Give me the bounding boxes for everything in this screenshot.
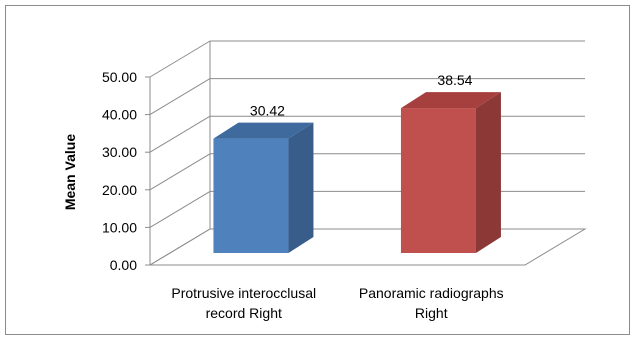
bars bbox=[213, 92, 501, 253]
chart-border bbox=[5, 5, 630, 335]
axes bbox=[145, 41, 587, 266]
bar-front bbox=[213, 138, 289, 253]
data-label: 38.54 bbox=[437, 72, 472, 88]
y-axis-title: Mean Value bbox=[62, 134, 78, 210]
y-tick-label: 20.00 bbox=[102, 182, 137, 198]
y-tick-label: 10.00 bbox=[102, 219, 137, 235]
bar-top bbox=[400, 92, 501, 109]
gridline-connector bbox=[149, 153, 211, 191]
data-label: 30.42 bbox=[250, 103, 285, 119]
bar-side bbox=[288, 122, 314, 253]
bar-2 bbox=[400, 92, 501, 253]
bar-1 bbox=[213, 122, 314, 253]
gridline-connector bbox=[149, 115, 211, 153]
bar-front bbox=[400, 108, 476, 253]
y-tick-label: 0.00 bbox=[110, 257, 137, 273]
x-tick-label: record Right bbox=[206, 305, 282, 321]
chart-floor bbox=[148, 228, 587, 266]
gridline-connector bbox=[149, 40, 211, 78]
y-tick-label: 50.00 bbox=[102, 69, 137, 85]
labels: 0.00 10.00 20.00 30.00 40.00 50.00 30.42 Protru… bbox=[102, 69, 504, 321]
gridline-connector bbox=[149, 190, 211, 228]
x-tick-label: Protrusive interocclusal bbox=[171, 285, 316, 301]
gridline-connector bbox=[149, 78, 211, 116]
y-tick-label: 30.00 bbox=[102, 144, 137, 160]
bar-side bbox=[475, 92, 501, 253]
y-tick-label: 40.00 bbox=[102, 107, 137, 123]
x-tick-label: Right bbox=[415, 305, 448, 321]
x-tick-label: Panoramic radiographs bbox=[359, 285, 504, 301]
bar-top bbox=[213, 122, 314, 139]
